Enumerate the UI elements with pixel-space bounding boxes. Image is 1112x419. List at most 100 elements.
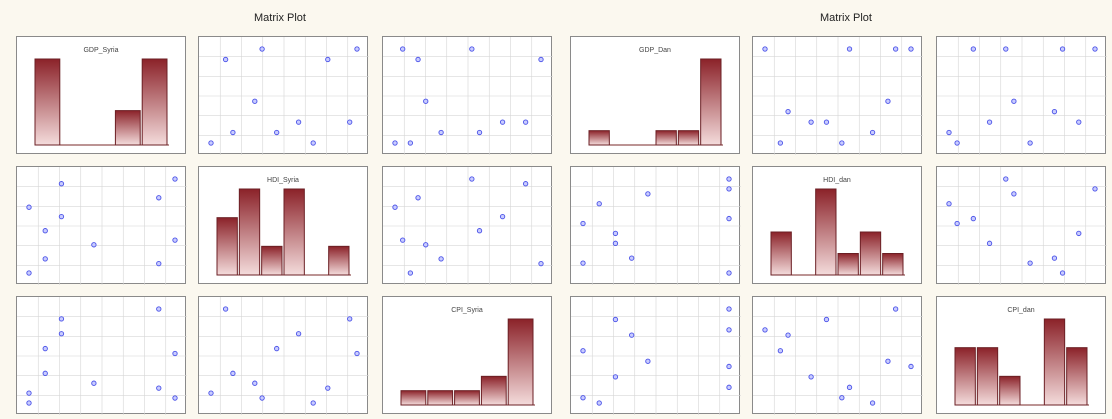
scatter-point [208, 390, 214, 396]
scatter-point [310, 140, 316, 146]
scatter-point [58, 331, 65, 337]
scatter-point [252, 380, 258, 386]
variable-label: HDI_Syria [267, 177, 299, 184]
scatter-point [91, 380, 97, 386]
histogram-bar [283, 188, 305, 276]
scatter-point [438, 256, 444, 262]
scatter-point [726, 270, 732, 276]
scatter-point [522, 119, 529, 125]
scatter-point [230, 129, 236, 136]
scatter-point [172, 395, 178, 401]
scatter-cell [16, 166, 187, 285]
histogram-bar [480, 375, 507, 406]
scatter-point [26, 204, 32, 210]
scatter-point [222, 306, 229, 312]
scatter-point [42, 370, 48, 376]
scatter-point [946, 129, 952, 136]
scatter-point [208, 140, 214, 146]
scatter-point [415, 195, 421, 201]
scatter-point [499, 119, 506, 125]
histogram-bar [238, 188, 261, 276]
scatter-point [42, 256, 48, 262]
scatter-cell [570, 296, 741, 415]
scatter-point [1059, 270, 1066, 276]
scatter-point [1051, 109, 1058, 115]
scatter-point [259, 46, 265, 52]
histogram-bar [328, 245, 350, 276]
scatter-point [580, 260, 586, 266]
histogram-bar [976, 347, 999, 406]
variable-label: CPI_Syria [451, 307, 483, 314]
scatter-point [726, 176, 732, 182]
histogram-bar [882, 253, 904, 276]
scatter-cell [382, 36, 553, 155]
scatter-point [392, 204, 398, 210]
scatter-point [645, 358, 651, 364]
histogram-bar [114, 110, 141, 146]
scatter-point [954, 220, 960, 227]
scatter-point [26, 400, 32, 406]
scatter-point [172, 350, 178, 357]
scatter-point [839, 140, 845, 146]
scatter-point [392, 140, 398, 146]
variable-label: CPI_dan [1007, 307, 1035, 314]
histogram-bar [34, 58, 61, 146]
scatter-point [415, 56, 421, 63]
scatter-point [645, 191, 651, 197]
histogram-bar [770, 231, 792, 276]
scatter-point [274, 129, 280, 136]
scatter-point [1003, 46, 1009, 52]
scatter-point [156, 385, 162, 391]
scatter-point [785, 332, 791, 338]
scatter-point [777, 348, 784, 354]
scatter-point [522, 181, 529, 187]
scatter-point [172, 176, 178, 182]
scatter-cell [936, 166, 1107, 285]
scatter-point [762, 46, 768, 52]
scatter-point [1003, 176, 1009, 182]
variable-label: GDP_Dan [639, 47, 671, 54]
histogram-bar [261, 245, 283, 276]
scatter-point [407, 140, 414, 146]
scatter-point [252, 98, 258, 104]
scatter-point [1076, 230, 1082, 237]
scatter-point [423, 98, 429, 104]
histogram-cell: GDP_Syria [16, 36, 186, 154]
scatter-point [970, 215, 976, 222]
scatter-point [762, 327, 768, 333]
matrix-plot-title: Matrix Plot [820, 12, 872, 24]
scatter-point [726, 327, 732, 333]
scatter-point [156, 306, 162, 312]
scatter-point [538, 260, 544, 267]
scatter-point [596, 201, 602, 207]
scatter-point [476, 129, 483, 136]
scatter-point [1076, 119, 1082, 125]
scatter-point [846, 384, 853, 390]
scatter-point [869, 129, 876, 136]
scatter-point [1051, 255, 1058, 261]
scatter-point [629, 332, 635, 338]
scatter-point [908, 363, 914, 370]
scatter-point [58, 316, 65, 322]
scatter-point [26, 390, 32, 396]
scatter-point [400, 46, 406, 52]
scatter-point [726, 306, 732, 312]
scatter-point [629, 255, 635, 261]
scatter-point [438, 129, 444, 136]
histogram-bar [216, 217, 238, 276]
scatter-point [612, 240, 619, 246]
scatter-point [1027, 260, 1033, 266]
histogram-bar [859, 231, 882, 276]
scatter-point [986, 240, 993, 246]
histogram-cell: CPI_Syria [382, 296, 552, 414]
scatter-point [1027, 140, 1033, 146]
scatter-point [1059, 46, 1066, 52]
scatter-point [777, 140, 784, 146]
scatter-point [1092, 46, 1098, 52]
histogram-bar [815, 188, 837, 276]
scatter-point [726, 215, 732, 222]
scatter-point [354, 46, 360, 52]
scatter-point [58, 181, 65, 187]
scatter-point [1092, 186, 1098, 192]
scatter-point [846, 46, 853, 52]
